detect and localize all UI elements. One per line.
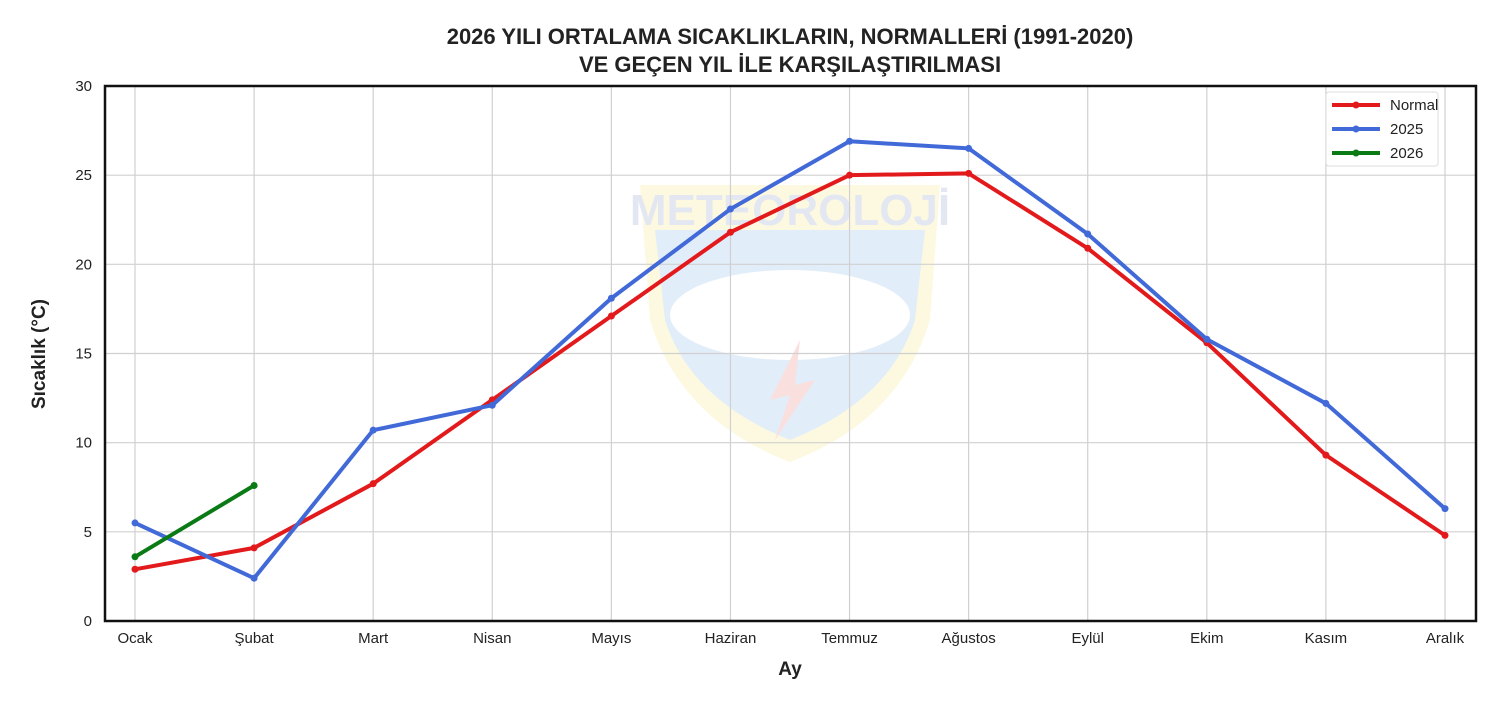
y-axis-label: Sıcaklık (°C) [29, 299, 50, 409]
x-tick-label: Mayıs [591, 630, 631, 647]
legend-label: 2026 [1390, 145, 1423, 162]
legend-marker [1352, 149, 1360, 157]
data-point-normal [1084, 244, 1092, 252]
x-tick-label: Mart [358, 630, 389, 647]
y-tick-label: 30 [75, 78, 92, 95]
data-point-2025 [1084, 230, 1092, 238]
y-tick-label: 20 [75, 256, 92, 273]
data-point-2025 [1441, 505, 1449, 513]
data-point-2026 [250, 481, 258, 489]
data-point-2025 [846, 137, 854, 145]
data-point-normal [1322, 451, 1330, 459]
series-line-2026 [133, 483, 256, 559]
y-tick-label: 15 [75, 346, 92, 363]
data-point-2025 [607, 294, 615, 302]
x-tick-label: Ağustos [942, 630, 996, 647]
data-point-2026 [131, 553, 139, 561]
data-point-normal [131, 565, 139, 573]
legend-marker [1352, 101, 1360, 109]
data-point-2025 [369, 426, 377, 434]
data-point-2025 [965, 144, 973, 152]
data-point-2025 [726, 205, 734, 213]
data-point-2025 [250, 574, 258, 582]
data-point-normal [250, 544, 258, 552]
chart-title-line2: VE GEÇEN YIL İLE KARŞILAŞTIRILMASI [579, 52, 1001, 77]
x-tick-label: Temmuz [821, 630, 878, 647]
watermark-text: METEOROLOJİ [630, 186, 950, 235]
x-axis-label: Ay [778, 659, 802, 680]
y-tick-label: 10 [75, 435, 92, 452]
x-tick-label: Kasım [1305, 630, 1348, 647]
x-tick-label: Eylül [1071, 630, 1104, 647]
data-point-normal [369, 480, 377, 488]
data-point-normal [846, 171, 854, 179]
x-tick-label: Ocak [117, 630, 153, 647]
data-point-2025 [1322, 399, 1330, 407]
x-tick-label: Haziran [705, 630, 757, 647]
x-tick-label: Nisan [473, 630, 511, 647]
x-tick-label: Ekim [1190, 630, 1223, 647]
plot-frame [103, 84, 1478, 623]
data-point-2025 [488, 401, 496, 409]
x-tick-label: Aralık [1426, 630, 1465, 647]
chart-title-line1: 2026 YILI ORTALAMA SICAKLIKLARIN, NORMAL… [447, 24, 1134, 49]
series-line-normal [134, 171, 1447, 572]
data-point-normal [726, 228, 734, 236]
meteoroloji-watermark: METEOROLOJİ [630, 185, 950, 462]
y-tick-label: 5 [84, 524, 92, 541]
x-tick-label: Şubat [234, 630, 274, 647]
data-point-normal [1441, 531, 1449, 539]
y-tick-label: 0 [84, 613, 92, 630]
legend: Normal 2025 2026 [1325, 91, 1439, 167]
data-point-normal [965, 169, 973, 177]
legend-marker [1352, 125, 1360, 133]
series-line-2025 [134, 139, 1447, 581]
data-point-normal [607, 312, 615, 320]
legend-box [1325, 91, 1439, 167]
data-point-2025 [1203, 335, 1211, 343]
y-tick-label: 25 [75, 167, 92, 184]
legend-label: 2025 [1390, 121, 1423, 138]
data-point-2025 [131, 519, 139, 527]
legend-label: Normal [1390, 97, 1438, 114]
